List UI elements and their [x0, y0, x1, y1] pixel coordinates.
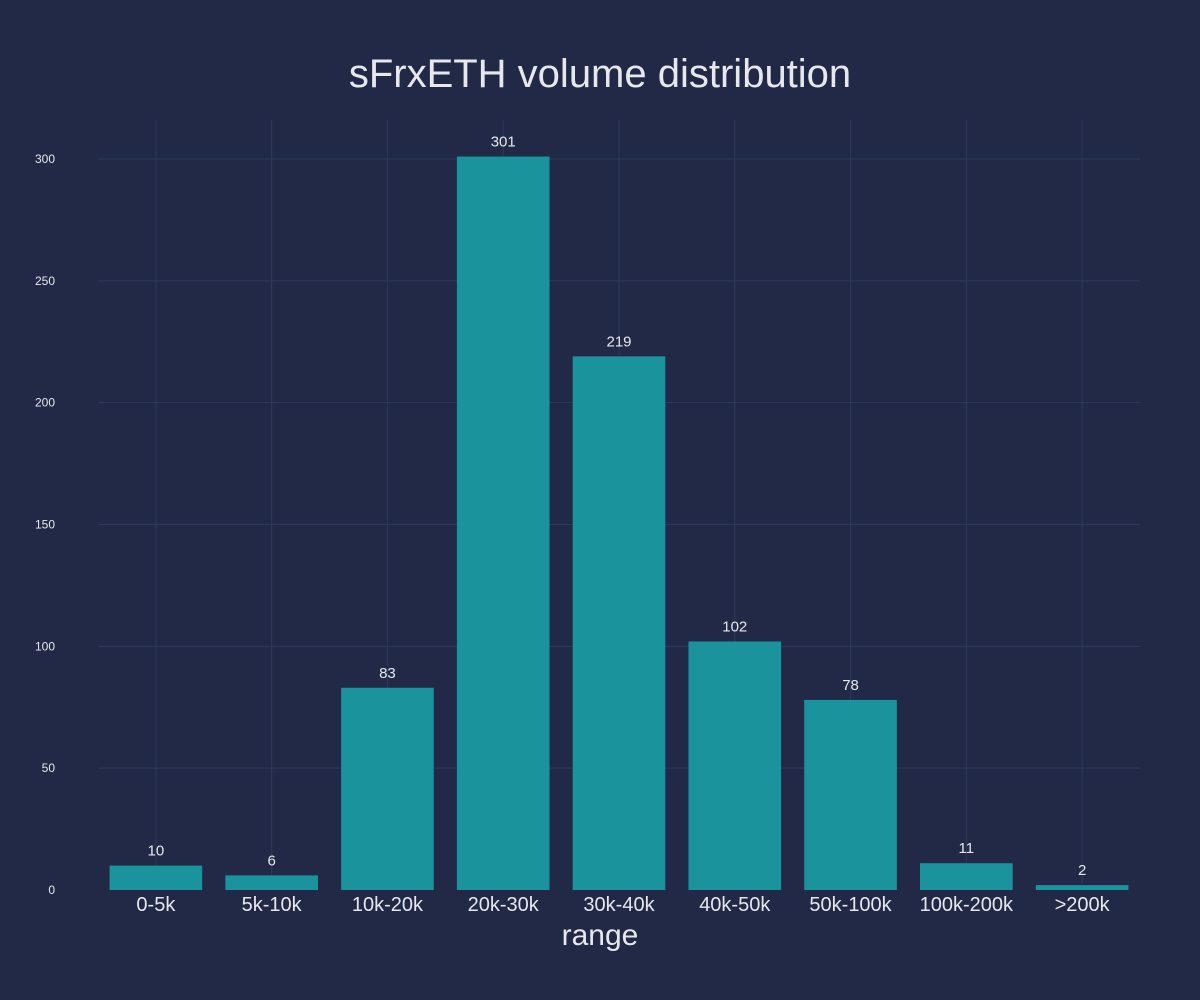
- data-labels: 10 6 83 301 219 102 78 11 2: [148, 134, 1087, 880]
- bar-value-label: 6: [267, 852, 275, 869]
- bars: [109, 156, 1129, 891]
- bar: [688, 641, 782, 890]
- bar: [572, 356, 666, 891]
- bar-value-label: 11: [959, 840, 975, 857]
- bar-value-label: 2: [1078, 862, 1086, 879]
- x-tick-label: >200k: [1055, 894, 1111, 916]
- bar-value-label: 219: [606, 333, 631, 350]
- bar: [804, 699, 897, 890]
- x-tick-label: 5k-10k: [242, 894, 303, 916]
- x-tick-label: 40k-50k: [699, 894, 771, 916]
- x-tick-label: 30k-40k: [583, 894, 655, 916]
- y-tick-label: 50: [42, 761, 56, 775]
- x-tick-label: 10k-20k: [352, 894, 424, 916]
- chart-title: sFrxETH volume distribution: [349, 52, 851, 96]
- x-axis-ticks: 0-5k 5k-10k 10k-20k 20k-30k 30k-40k 40k-50k 50…: [136, 894, 1110, 916]
- bar-value-label: 83: [379, 665, 396, 682]
- bar-value-label: 78: [842, 677, 859, 694]
- x-tick-label: 0-5k: [136, 894, 176, 916]
- x-tick-label: 100k-200k: [920, 894, 1014, 916]
- x-tick-label: 20k-30k: [468, 894, 540, 916]
- y-tick-label: 150: [35, 517, 55, 531]
- x-axis-label: range: [562, 919, 639, 952]
- y-tick-label: 300: [35, 152, 55, 166]
- y-axis-ticks: 0 50 100 150 200 250 300: [35, 152, 55, 897]
- bar: [225, 875, 318, 890]
- y-tick-label: 100: [35, 639, 55, 653]
- bar-value-label: 102: [722, 618, 747, 635]
- x-tick-label: 50k-100k: [809, 894, 892, 916]
- bar: [109, 865, 203, 890]
- y-tick-label: 250: [35, 274, 55, 288]
- bar: [920, 863, 1013, 890]
- bar: [456, 156, 550, 890]
- bar: [341, 687, 434, 890]
- bar-value-label: 301: [491, 134, 516, 151]
- bar: [1035, 885, 1129, 890]
- y-tick-label: 200: [35, 396, 55, 410]
- y-tick-label: 0: [48, 883, 55, 897]
- bar-value-label: 10: [148, 843, 165, 860]
